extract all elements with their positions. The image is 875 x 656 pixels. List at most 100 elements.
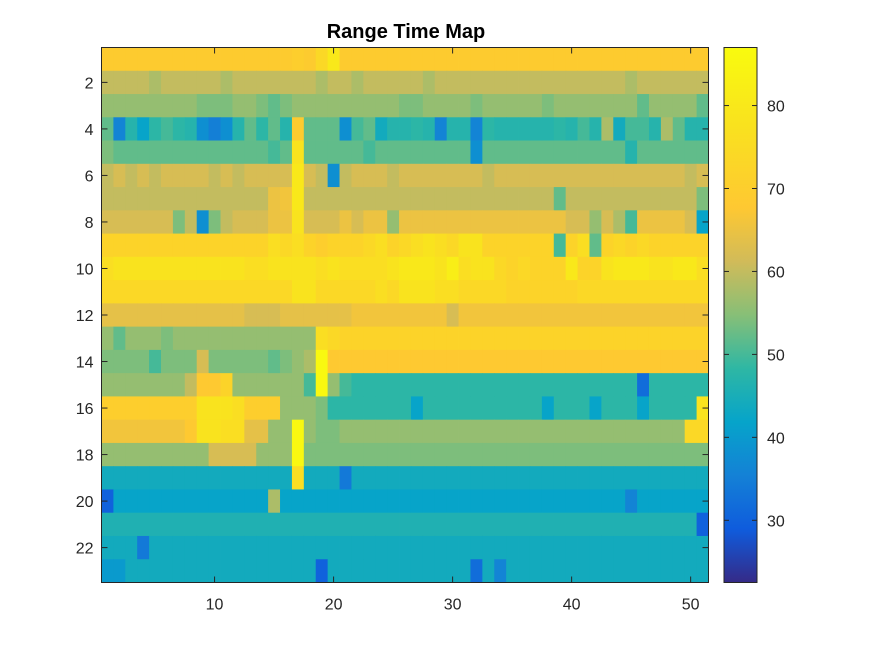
heatmap-cell [125,187,138,211]
heatmap-cell [589,559,602,583]
heatmap-cell [601,187,614,211]
heatmap-cell [137,117,150,141]
heatmap-cell [161,535,174,560]
heatmap-cell [351,489,364,514]
heatmap-cell [268,280,281,304]
heatmap-cell [422,373,436,397]
heatmap-cell [648,303,662,328]
heatmap-cell [684,512,697,537]
heatmap-cell [648,187,662,211]
heatmap-cell [232,280,245,304]
heatmap-cell [208,349,221,374]
heatmap-cell [291,326,305,351]
heatmap-cell [625,419,638,444]
heatmap-cell [613,559,626,583]
heatmap-cell [315,373,329,397]
heatmap-cell [268,233,281,258]
heatmap-cell [363,280,376,304]
heatmap-cell [125,280,138,304]
heatmap-cell [613,349,626,374]
heatmap-cell [446,233,459,258]
heatmap-cell [410,396,424,421]
heatmap-cell [220,349,233,374]
heatmap-cell [291,489,305,514]
heatmap-cell [220,559,233,583]
heatmap-cell [684,140,697,165]
heatmap-cell [613,326,626,351]
heatmap-cell [280,442,293,467]
heatmap-cell [172,559,186,583]
heatmap-cell [613,187,626,211]
heatmap-cell [458,396,471,421]
heatmap-cell [482,419,495,444]
heatmap-cell [161,256,174,281]
heatmap-cell [410,373,424,397]
heatmap-cell [327,94,340,118]
heatmap-cell [458,256,471,281]
heatmap-cell [577,559,590,583]
heatmap-cell [161,303,174,328]
heatmap-cell [256,373,269,397]
heatmap-cell [220,419,233,444]
heatmap-cell [613,396,626,421]
heatmap-cell [565,280,578,304]
heatmap-cell [184,47,198,72]
heatmap-cell [494,256,507,281]
heatmap-cell [660,210,674,234]
heatmap-cell [553,489,567,514]
heatmap-cell [613,233,626,258]
heatmap-cell [458,349,471,374]
heatmap-cell [625,280,638,304]
heatmap-cell [577,512,590,537]
heatmap-cell [529,233,543,258]
heatmap-cell [172,280,186,304]
heatmap-cell [625,466,638,490]
heatmap-cell [208,535,221,560]
heatmap-cell [648,396,662,421]
heatmap-cell [375,280,388,304]
heatmap-cell [113,373,126,397]
heatmap-cell [422,559,436,583]
heatmap-cell [303,94,317,118]
heatmap-cell [387,326,400,351]
heatmap-cell [113,94,126,118]
heatmap-cell [387,233,400,258]
y-tick-label: 2 [85,75,94,92]
heatmap-cell [529,210,543,234]
heatmap-cell [184,535,198,560]
heatmap-cell [113,117,126,141]
heatmap-cell [399,47,412,72]
heatmap-cell [220,442,233,467]
heatmap-cell [422,442,436,467]
heatmap-cell [660,419,674,444]
heatmap-cell [375,326,388,351]
heatmap-cell [149,419,162,444]
heatmap-cell [529,489,543,514]
heatmap-cell [518,326,531,351]
heatmap-cell [101,559,114,583]
heatmap-cell [196,210,210,234]
heatmap-cell [541,489,555,514]
heatmap-cell [482,442,495,467]
heatmap-cell [446,117,459,141]
heatmap-cell [458,280,471,304]
heatmap-cell [220,163,233,188]
heatmap-cell [137,303,150,328]
heatmap-cell [684,94,697,118]
heatmap-cell [244,489,257,514]
heatmap-cell [446,303,459,328]
heatmap-cell [184,117,198,141]
heatmap-cell [577,163,590,188]
heatmap-cell [125,117,138,141]
heatmap-cell [172,326,186,351]
heatmap-cell [482,349,495,374]
heatmap-cell [280,489,293,514]
heatmap-cell [589,419,602,444]
heatmap-cell [553,396,567,421]
heatmap-cell [339,210,352,234]
heatmap-cell [184,256,198,281]
heatmap-cell [137,466,150,490]
heatmap-cell [196,140,210,165]
heatmap-cell [125,233,138,258]
heatmap-cell [589,47,602,72]
